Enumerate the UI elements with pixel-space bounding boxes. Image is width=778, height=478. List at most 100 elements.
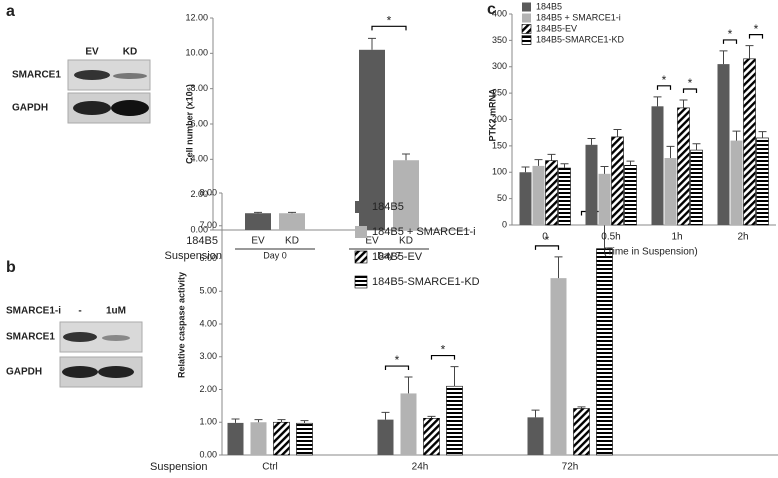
legend-swatch (521, 24, 532, 34)
legend-swatch (521, 35, 532, 45)
x-tick-label: 1h (671, 232, 682, 243)
bar (527, 417, 544, 455)
error-bar (745, 45, 754, 59)
significance-bracket (430, 354, 456, 360)
y-tick-label: 150 (492, 140, 507, 150)
significance-label: * (387, 13, 392, 27)
y-tick-label: 6.00 (199, 253, 217, 263)
legend-swatch (522, 13, 531, 23)
bar (245, 213, 271, 230)
bar (677, 107, 690, 226)
error-bar (613, 129, 622, 137)
panel-label: b (6, 259, 16, 276)
legend-label: 184B5-EV (372, 251, 423, 263)
error-bar (587, 137, 596, 145)
bar (279, 213, 305, 230)
error-bar (427, 415, 436, 419)
error-bar (600, 165, 609, 174)
y-tick-label: 1.00 (199, 417, 217, 427)
legend-label: 184B5 + SMARCE1-i (536, 12, 621, 22)
blot-column: - (78, 306, 81, 317)
significance-bracket (384, 365, 410, 371)
bar (743, 58, 756, 226)
bar (545, 160, 558, 226)
error-bar (692, 143, 701, 151)
error-bar (560, 163, 569, 169)
y-tick-label: 200 (492, 114, 507, 124)
bar (598, 173, 611, 225)
error-bar (381, 411, 390, 420)
x-tick-label: 0 (542, 232, 548, 243)
error-bar (368, 37, 376, 50)
group-label: Day 0 (263, 250, 287, 260)
significance-label: * (688, 76, 693, 90)
legend-label: 184B5 + SMARCE1-i (372, 226, 476, 238)
error-bar (277, 419, 286, 423)
x-tick-label: EV (251, 236, 265, 247)
y-tick-label: 8.00 (199, 187, 217, 197)
x-tick-label: 72h (562, 462, 579, 473)
significance-bracket (748, 34, 764, 39)
significance-label: * (545, 233, 550, 247)
bar (296, 422, 313, 456)
error-bar (531, 409, 540, 418)
y-tick-label: 12.00 (185, 12, 208, 22)
legend-swatch (522, 2, 531, 12)
blot-row: GAPDH (6, 367, 42, 378)
bar (573, 408, 590, 456)
bar (227, 422, 244, 455)
significance-label: * (754, 22, 759, 36)
legend-label: 184B5-SMARCE1-KD (536, 34, 625, 44)
blot-treatment: SMARCE1-i (6, 306, 61, 317)
y-axis-title: Cell number (x10⁶) (184, 84, 194, 164)
significance-bracket (682, 88, 698, 93)
error-bar (577, 406, 586, 409)
group-label: Day 7 (377, 250, 401, 260)
blot-column: EV (85, 47, 99, 58)
blot-a (67, 59, 151, 124)
bar (519, 172, 532, 225)
y-tick-label: 4.00 (199, 318, 217, 328)
x-axis-title: (Time in Suspension) (604, 247, 698, 258)
y-tick-label: 3.00 (199, 351, 217, 361)
error-bar (288, 211, 296, 214)
bar (664, 158, 677, 225)
y-tick-label: 400 (492, 8, 507, 18)
error-bar (719, 50, 728, 65)
error-bar (231, 418, 240, 423)
y-axis-title: PTK2 mRNA (487, 88, 497, 142)
bar (446, 385, 463, 456)
y-tick-label: 0 (502, 219, 507, 229)
significance-bracket (722, 39, 738, 44)
bar (423, 418, 440, 456)
error-bar (732, 130, 741, 141)
panel-label: a (6, 3, 15, 20)
x-tick-label: 0.5h (601, 232, 620, 243)
x-tick-label: EV (365, 236, 379, 247)
legend-label: 184B5 (536, 1, 562, 11)
x-tick-label: 2h (737, 232, 748, 243)
bar (596, 248, 613, 456)
significance-bracket (534, 245, 560, 250)
error-bar (534, 159, 543, 166)
x-tick-label: KD (285, 236, 299, 247)
y-tick-label: 250 (492, 88, 507, 98)
error-bar (626, 160, 635, 166)
y-tick-label: 2.00 (190, 189, 208, 199)
legend-swatch (354, 275, 368, 289)
blot-row: SMARCE1 (6, 332, 55, 343)
x-tick-label: KD (399, 236, 413, 247)
significance-label: * (441, 343, 446, 357)
bar (400, 393, 417, 455)
bar (690, 149, 703, 226)
legend-swatch (355, 201, 367, 213)
bar (250, 422, 267, 455)
y-tick-label: 5.00 (199, 286, 217, 296)
bar (611, 136, 624, 226)
x-tick-label: Ctrl (262, 462, 278, 473)
error-bar (653, 96, 662, 107)
y-tick-label: 50 (497, 193, 507, 203)
bar (377, 419, 394, 455)
error-bar (679, 99, 688, 108)
